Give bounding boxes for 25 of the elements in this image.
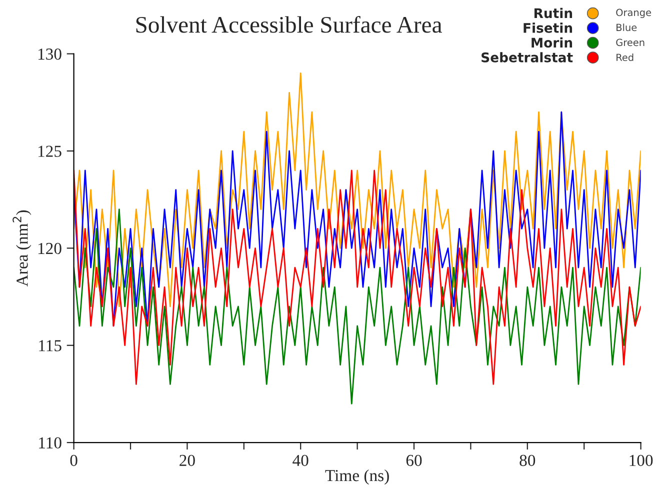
line-series: [74, 170, 641, 385]
legend-label: Morin: [532, 37, 572, 48]
chart-title: Solvent Accessible Surface Area: [136, 16, 442, 33]
text: Blue: [616, 24, 637, 32]
line-series: [74, 208, 641, 404]
y-tick-label: 125: [38, 146, 62, 157]
legend-label: Fisetin: [524, 22, 572, 33]
x-tick-label: 60: [406, 454, 422, 466]
x-tick-label: 80: [520, 454, 536, 466]
y-tick-label: 115: [39, 340, 62, 352]
y-tick-label: 130: [38, 48, 62, 60]
line-series: [74, 72, 641, 308]
x-axis-title: Time (ns): [325, 469, 389, 485]
text: Orange: [616, 8, 652, 18]
y-tick-label: 110: [39, 437, 62, 448]
x-tick-label: 100: [630, 454, 653, 466]
x-tick-label: 40: [292, 454, 308, 466]
annotation: Red: [616, 54, 634, 62]
x-tick-label: 0: [70, 454, 78, 466]
y-axis-title: Area (nm$^{2}$): [12, 210, 32, 287]
text: Green: [616, 38, 644, 46]
x-tick-label: 20: [180, 454, 195, 466]
legend-label: Rutin: [534, 8, 572, 18]
legend-label: Sebetralstat: [482, 52, 573, 62]
y-tick-label: 120: [38, 242, 62, 254]
